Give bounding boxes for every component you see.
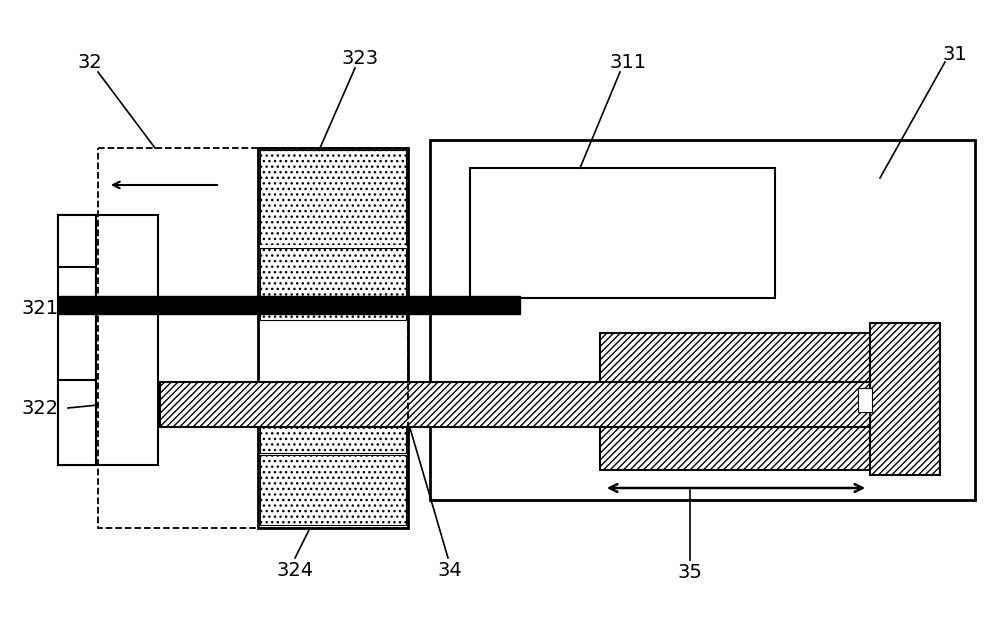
- Bar: [58, 215, 96, 267]
- Text: 311: 311: [609, 52, 647, 71]
- Bar: [858, 390, 872, 410]
- Bar: [58, 296, 520, 314]
- Bar: [600, 333, 870, 470]
- Text: 35: 35: [678, 562, 702, 581]
- Bar: [98, 148, 408, 528]
- Bar: [430, 140, 975, 500]
- Bar: [858, 388, 872, 412]
- Text: 34: 34: [438, 561, 462, 579]
- Bar: [58, 380, 96, 465]
- Bar: [260, 245, 406, 248]
- Bar: [260, 150, 406, 245]
- Bar: [870, 323, 940, 475]
- Bar: [58, 215, 96, 465]
- Bar: [260, 455, 406, 525]
- Text: 32: 32: [78, 52, 102, 71]
- Text: 323: 323: [341, 49, 379, 68]
- Text: 321: 321: [21, 299, 59, 318]
- Bar: [160, 382, 870, 427]
- Bar: [96, 215, 158, 465]
- Bar: [260, 385, 406, 453]
- Bar: [470, 168, 775, 298]
- Bar: [260, 248, 406, 320]
- Bar: [258, 148, 408, 528]
- Text: 324: 324: [276, 561, 314, 579]
- Text: 31: 31: [943, 46, 967, 64]
- Text: 322: 322: [21, 399, 59, 418]
